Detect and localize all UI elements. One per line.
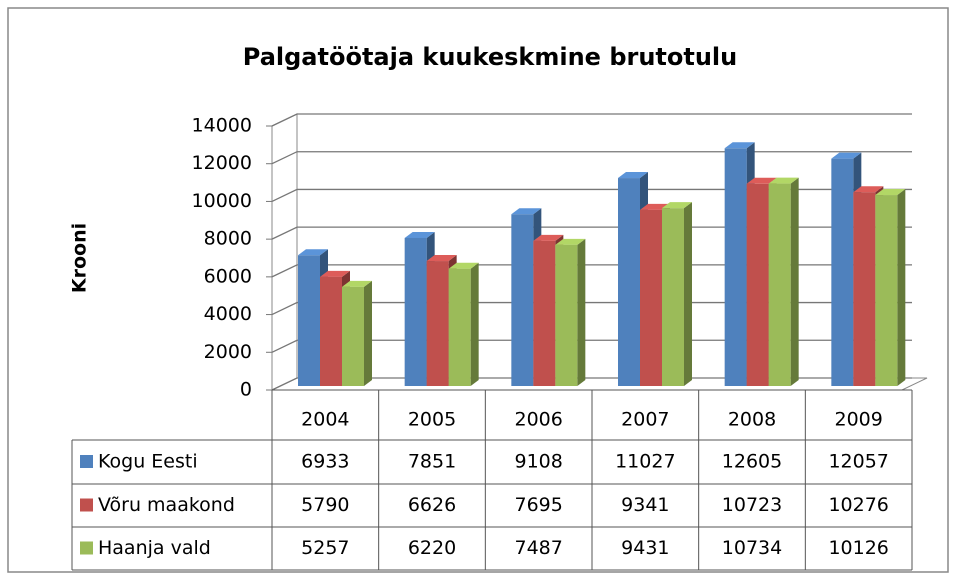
bar-top	[426, 255, 457, 262]
grid-line	[271, 377, 912, 391]
y-tick-label: 2000	[204, 341, 252, 363]
chart-title: Palgatöötaja kuukeskmine brutotulu	[243, 43, 738, 71]
legend-label: Kogu Eesti	[98, 451, 198, 473]
bar-top	[746, 177, 777, 184]
table-value: 12605	[722, 451, 782, 473]
grid-line	[271, 264, 912, 278]
legend-key	[80, 455, 93, 468]
bar-side	[897, 189, 906, 386]
bar	[618, 178, 640, 386]
y-tick-label: 8000	[204, 228, 252, 250]
bar-top	[511, 208, 542, 215]
grid-line	[271, 188, 912, 203]
table-value: 10734	[722, 537, 782, 559]
bar-top	[831, 152, 862, 159]
x-tick-label: 2004	[301, 409, 349, 431]
bar-side	[790, 177, 799, 386]
table-value: 5257	[301, 537, 349, 559]
bar-top	[768, 177, 799, 184]
legend-key	[80, 541, 93, 555]
bar	[448, 268, 471, 386]
bar-top	[724, 142, 755, 149]
table-value: 9108	[514, 451, 562, 473]
bar	[426, 261, 449, 386]
x-tick-label: 2009	[834, 409, 882, 431]
table-value: 11027	[615, 451, 675, 473]
table-value: 6220	[408, 537, 456, 559]
bar-top	[404, 231, 435, 238]
bar-side	[684, 202, 692, 386]
table-value: 6626	[408, 494, 456, 516]
bar-side	[470, 262, 479, 386]
table-value: 12057	[828, 451, 888, 473]
grid-line	[271, 301, 912, 316]
x-tick-label: 2005	[408, 409, 456, 431]
x-tick-label: 2007	[621, 409, 669, 431]
y-tick-label: 12000	[192, 152, 252, 174]
bar-top	[533, 234, 564, 241]
bar-side	[364, 280, 372, 386]
bar-top	[342, 280, 372, 287]
x-tick-label: 2008	[728, 409, 776, 431]
bar	[724, 148, 747, 386]
legend-label: Haanja vald	[98, 537, 211, 559]
bar	[298, 255, 320, 386]
legend-key	[80, 498, 93, 512]
table-value: 10276	[828, 494, 888, 516]
table-value: 7851	[408, 451, 456, 473]
table-value: 9341	[621, 494, 669, 516]
y-tick-label: 4000	[204, 303, 252, 325]
table-value: 6933	[301, 451, 349, 473]
bar	[662, 208, 684, 386]
legend-label: Võru maakond	[98, 494, 235, 516]
bar	[511, 214, 534, 386]
table-value: 9431	[621, 537, 669, 559]
bar	[320, 276, 342, 386]
bar	[555, 244, 578, 386]
bar	[533, 240, 556, 386]
y-tick-label: 0	[240, 379, 252, 401]
y-axis-label: Krooni	[69, 223, 91, 293]
table-value: 10723	[722, 494, 782, 516]
bar-top	[298, 249, 328, 256]
grid-line	[271, 151, 912, 165]
bar	[404, 237, 427, 386]
bar-top	[448, 262, 479, 269]
x-tick-label: 2006	[514, 409, 562, 431]
bar	[831, 158, 854, 386]
bar	[875, 195, 898, 386]
grid-line	[271, 226, 912, 240]
table-value: 10126	[828, 537, 888, 559]
bar-top	[555, 238, 586, 245]
grid-line	[271, 113, 912, 127]
y-tick-label: 6000	[204, 265, 252, 287]
bar-top	[320, 270, 350, 277]
bar-top	[875, 189, 906, 196]
bar-top	[618, 172, 648, 179]
bar	[768, 183, 791, 386]
bar	[853, 192, 876, 386]
bar-top	[853, 186, 884, 193]
table-value: 5790	[301, 494, 349, 516]
bar	[342, 286, 364, 386]
bar	[746, 183, 769, 386]
y-tick-label: 10000	[192, 190, 252, 212]
y-tick-label: 14000	[192, 115, 252, 137]
table-value: 7487	[514, 537, 562, 559]
bar-top	[662, 202, 692, 209]
bar	[640, 209, 662, 386]
table-value: 7695	[514, 494, 562, 516]
grid-line	[271, 339, 912, 353]
bar-side	[577, 238, 586, 386]
